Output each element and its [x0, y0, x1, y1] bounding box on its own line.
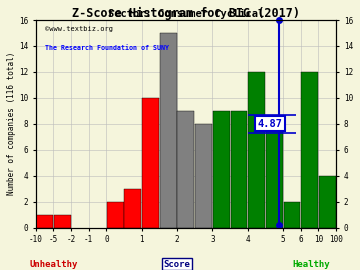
Bar — [160, 33, 177, 228]
Text: Sector: Consumer Cyclical: Sector: Consumer Cyclical — [108, 9, 264, 19]
Text: ©www.textbiz.org: ©www.textbiz.org — [45, 26, 113, 32]
Bar — [266, 124, 283, 228]
Bar — [125, 189, 141, 228]
Text: 4.87: 4.87 — [257, 119, 282, 129]
Bar — [177, 111, 194, 228]
Bar — [107, 202, 123, 228]
Bar — [142, 98, 159, 228]
Bar — [284, 202, 300, 228]
Bar — [36, 215, 53, 228]
Bar — [54, 215, 71, 228]
Text: Score: Score — [163, 260, 190, 269]
Text: The Research Foundation of SUNY: The Research Foundation of SUNY — [45, 45, 168, 51]
Bar — [213, 111, 230, 228]
Text: Unhealthy: Unhealthy — [30, 260, 78, 269]
Title: Z-Score Histogram for BIG (2017): Z-Score Histogram for BIG (2017) — [72, 7, 300, 20]
Bar — [301, 72, 318, 228]
Bar — [195, 124, 212, 228]
Bar — [248, 72, 265, 228]
Bar — [319, 176, 336, 228]
Text: Healthy: Healthy — [292, 260, 330, 269]
Y-axis label: Number of companies (116 total): Number of companies (116 total) — [7, 52, 16, 195]
Bar — [230, 111, 247, 228]
